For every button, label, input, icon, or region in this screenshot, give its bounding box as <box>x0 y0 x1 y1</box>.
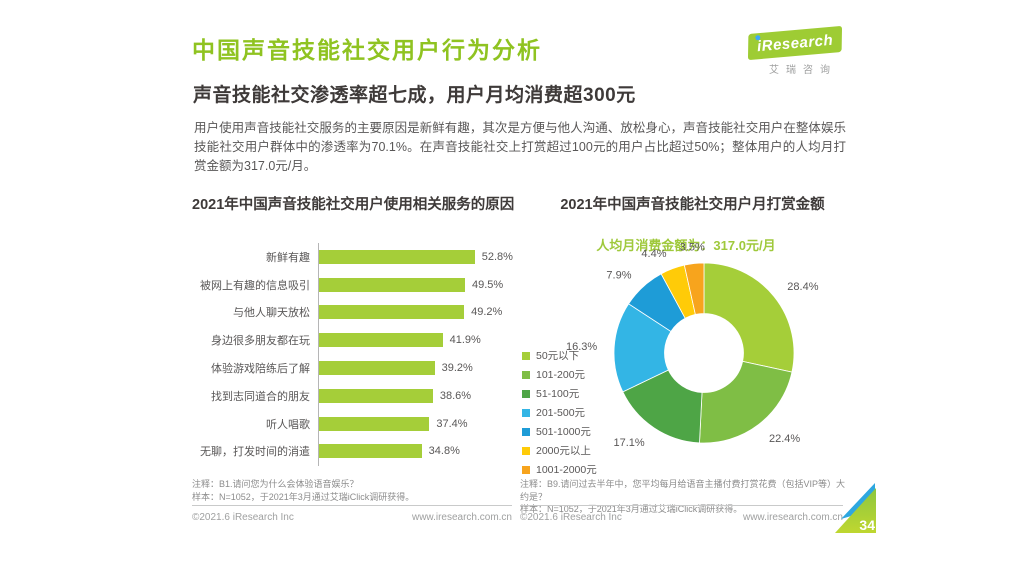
bar <box>319 388 433 403</box>
logo-wordmark: iResearch <box>756 31 833 55</box>
bar-row: 身边很多朋友都在玩 41.9% <box>192 326 514 354</box>
bar-value-label: 38.6% <box>439 389 472 402</box>
donut-slice-value-label: 3.5% <box>680 242 705 254</box>
donut-slice <box>683 262 705 315</box>
bar-value-label: 39.2% <box>441 362 473 375</box>
copyright-text: ©2021.6 iResearch Inc <box>520 512 622 523</box>
note-line: 样本：N=1052，于2021年3月通过艾瑞iClick调研获得。 <box>192 491 415 502</box>
logo-banner: iResearch <box>747 25 843 61</box>
page-number-badge: 34 <box>835 483 876 533</box>
note-line: 注释：B9.请问过去半年中，您平均每月给语音主播付费打赏花费（包括VIP等）大约… <box>520 479 846 502</box>
bar <box>319 249 475 264</box>
bar-row: 与他人聊天放松 49.2% <box>192 299 514 327</box>
legend-label: 50元以下 <box>536 350 580 362</box>
bar-category-label: 被网上有趣的信息吸引 <box>200 279 310 292</box>
legend-swatch <box>522 427 530 436</box>
bar <box>319 333 443 348</box>
legend-item: 201-500元 <box>522 403 597 422</box>
bar-value-label: 52.8% <box>481 250 513 263</box>
footer-right-panel: ©2021.6 iResearch Inc www.iresearch.com.… <box>520 512 843 523</box>
bar-chart: 新鲜有趣 52.8% 被网上有趣的信息吸引 49.5% 与他人聊天放松 49.2% 身边很多… <box>192 243 514 466</box>
bar-row: 被网上有趣的信息吸引 49.5% <box>192 271 514 299</box>
badge-green-triangle <box>835 488 876 533</box>
bar-row: 听人唱歌 37.4% <box>192 410 514 438</box>
note-line: 样本：N=1052，于2021年3月通过艾瑞iClick调研获得。 <box>520 504 743 514</box>
donut-chart-notes: 注释：B9.请问过去半年中，您平均每月给语音主播付费打赏花费（包括VIP等）大约… <box>520 478 852 516</box>
donut-slice-value-label: 22.4% <box>769 433 800 445</box>
iresearch-logo: iResearch 艾瑞咨询 <box>742 25 857 76</box>
footer-divider <box>192 505 512 506</box>
bar <box>319 361 435 376</box>
legend-label: 2000元以上 <box>536 445 591 457</box>
donut-slice-value-label: 28.4% <box>787 281 818 293</box>
website-link[interactable]: www.iresearch.com.cn <box>411 512 512 523</box>
bar-value-label: 34.8% <box>428 445 460 458</box>
average-consumption-annotation: 人均月消费金额为：317.0元/月 <box>596 238 776 253</box>
summary-paragraph: 用户使用声音技能社交服务的主要原因是新鲜有趣，其次是方便与他人沟通、放松身心，声… <box>194 121 846 173</box>
legend-swatch <box>522 351 530 360</box>
logo-brand-text: Research <box>760 31 834 55</box>
donut-slice-value-label: 4.4% <box>641 248 666 260</box>
bar-chart-notes: 注释：B1.请问您为什么会体验语音娱乐？ 样本：N=1052，于2021年3月通… <box>192 478 517 503</box>
page-title: 中国声音技能社交用户行为分析 <box>192 37 542 63</box>
bar <box>319 416 430 431</box>
bar-category-label: 与他人聊天放松 <box>233 307 310 320</box>
bar-category-label: 听人唱歌 <box>266 418 310 431</box>
bar <box>319 305 465 320</box>
bar-value-label: 41.9% <box>449 334 481 347</box>
donut-legend: 50元以下 101-200元 51-100元 201-500元 501-1000元 200… <box>522 346 597 479</box>
page-subtitle: 声音技能社交渗透率超七成，用户月均消费超300元 <box>193 85 636 106</box>
legend-swatch <box>522 446 530 455</box>
donut-slice <box>699 360 793 444</box>
legend-swatch <box>522 370 530 379</box>
page-number: 34 <box>859 517 875 533</box>
bar-chart-title: 2021年中国声音技能社交用户使用相关服务的原因 <box>192 197 515 213</box>
donut-slice <box>703 262 795 373</box>
legend-label: 501-1000元 <box>536 426 591 438</box>
bar-value-label: 37.4% <box>436 417 468 430</box>
logo-chinese-name: 艾瑞咨询 <box>769 65 837 76</box>
donut-slice-value-label: 7.9% <box>606 269 631 281</box>
bar-row: 新鲜有趣 52.8% <box>192 243 514 271</box>
legend-item: 1001-2000元 <box>522 460 597 479</box>
legend-label: 201-500元 <box>536 407 586 419</box>
legend-label: 1001-2000元 <box>536 464 597 476</box>
bar-value-label: 49.2% <box>471 306 503 319</box>
donut-slice-value-label: 17.1% <box>613 437 644 449</box>
logo-i-dot-icon: i <box>756 37 763 55</box>
legend-item: 501-1000元 <box>522 422 597 441</box>
legend-swatch <box>522 389 530 398</box>
legend-item: 2000元以上 <box>522 441 597 460</box>
bar-row: 体验游戏陪练后了解 39.2% <box>192 354 514 382</box>
website-link[interactable]: www.iresearch.com.cn <box>742 512 843 523</box>
legend-item: 101-200元 <box>522 365 597 384</box>
bar-category-label: 找到志同道合的朋友 <box>211 390 310 403</box>
footer-left-panel: ©2021.6 iResearch Inc www.iresearch.com.… <box>192 512 512 523</box>
footer-divider <box>520 505 843 506</box>
legend-label: 101-200元 <box>536 369 586 381</box>
bar-row: 无聊，打发时间的消遣 34.8% <box>192 438 514 466</box>
donut-slice-value-label: 16.3% <box>566 341 597 353</box>
bar <box>319 277 466 292</box>
legend-label: 51-100元 <box>536 388 580 400</box>
bar <box>319 444 422 459</box>
legend-item: 51-100元 <box>522 384 597 403</box>
bar-category-label: 无聊，打发时间的消遣 <box>200 446 310 459</box>
copyright-text: ©2021.6 iResearch Inc <box>192 512 294 523</box>
bar-category-label: 身边很多朋友都在玩 <box>211 335 310 348</box>
bar-category-label: 新鲜有趣 <box>266 251 310 264</box>
bar-value-label: 49.5% <box>472 278 504 291</box>
bar-row: 找到志同道合的朋友 38.6% <box>192 382 514 410</box>
legend-item: 50元以下 <box>522 346 597 365</box>
donut-chart: 28.4% 22.4% 17.1% 16.3% 7.9% 4.4% 3.5% <box>566 242 819 450</box>
bar-category-label: 体验游戏陪练后了解 <box>211 363 310 376</box>
donut-chart-title: 2021年中国声音技能社交用户月打赏金额 <box>560 197 825 213</box>
legend-swatch <box>522 408 530 417</box>
note-line: 注释：B1.请问您为什么会体验语音娱乐？ <box>192 479 359 489</box>
bar-chart-axis-line <box>318 243 319 466</box>
legend-swatch <box>522 465 530 474</box>
